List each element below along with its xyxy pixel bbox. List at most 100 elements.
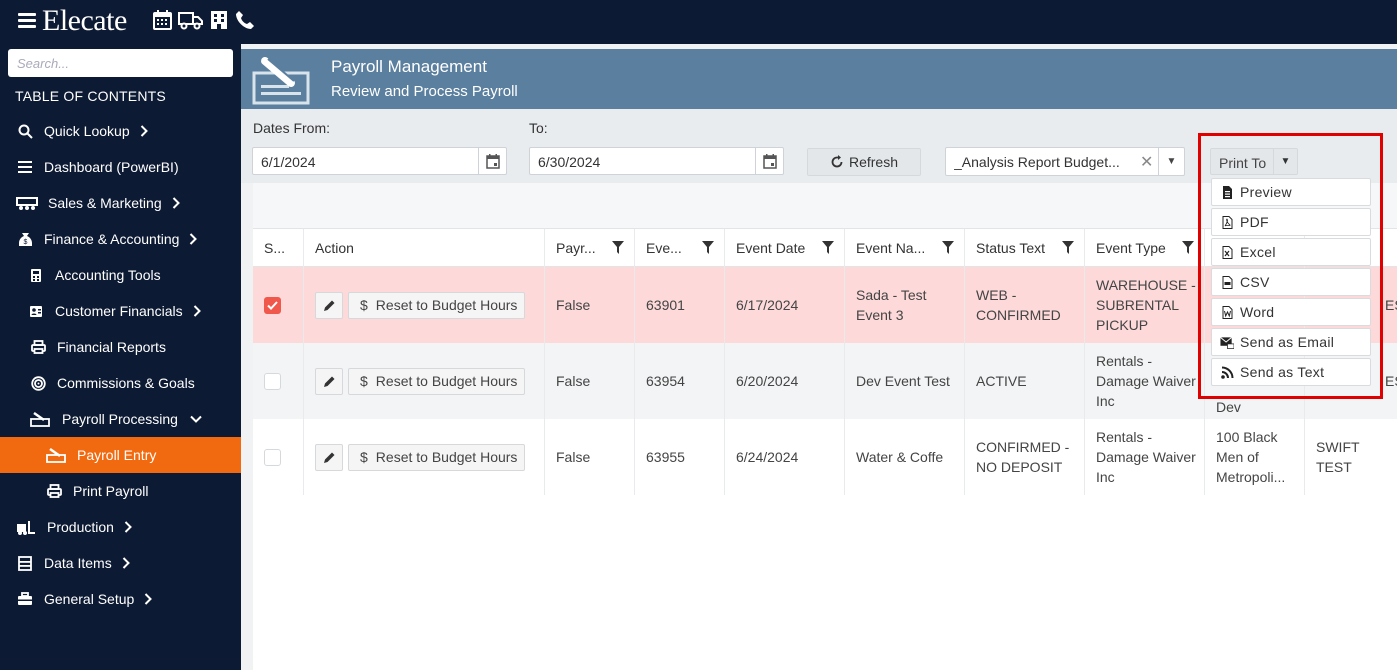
sidebar-item-financial-reports[interactable]: Financial Reports [0, 329, 241, 365]
cell-event-date: 6/17/2024 [725, 267, 845, 343]
hamburger-menu-icon[interactable] [18, 13, 36, 29]
cell-customer: 100 Black Men of Metropoli... [1205, 419, 1305, 495]
chevron-right-icon [124, 521, 132, 533]
sidebar-item-payroll-entry[interactable]: Payroll Entry [0, 437, 241, 473]
print-to-label: Print To [1219, 155, 1267, 171]
page-title: Payroll Management [331, 57, 487, 76]
date-to-field[interactable]: 6/30/2024 [529, 147, 784, 175]
refresh-button[interactable]: Refresh [807, 148, 921, 176]
filter-icon[interactable] [1062, 241, 1074, 254]
grid-header-row: S... Action Payr... Eve... Event Date Ev… [253, 229, 1397, 267]
sidebar-item-label: Data Items [44, 555, 112, 571]
column-header-event-no[interactable]: Eve... [635, 229, 725, 267]
menu-item-csv[interactable]: CSV [1211, 268, 1371, 296]
filter-icon[interactable] [702, 241, 714, 254]
target-icon [28, 375, 48, 391]
top-bar: Elecate [0, 0, 1397, 44]
dollar-icon: $ [360, 373, 368, 389]
row-checkbox[interactable] [264, 448, 281, 466]
menu-item-send-email[interactable]: Send as Email [1211, 328, 1371, 356]
sidebar-item-dashboard[interactable]: Dashboard (PowerBI) [0, 149, 241, 185]
filter-bar: Dates From: 6/1/2024 To: 6/30/2024 Refre… [241, 109, 1397, 183]
cell-status-text: WEB - CONFIRMED [965, 267, 1085, 343]
sidebar-item-production[interactable]: Production [0, 509, 241, 545]
toolbox-icon [15, 591, 35, 607]
menu-item-preview[interactable]: Preview [1211, 178, 1371, 206]
calendar-picker-icon[interactable] [755, 148, 783, 174]
menu-item-word[interactable]: Word [1211, 298, 1371, 326]
filter-icon[interactable] [822, 241, 834, 254]
rss-icon [1220, 365, 1234, 379]
sidebar-item-commissions-goals[interactable]: Commissions & Goals [0, 365, 241, 401]
date-from-field[interactable]: 6/1/2024 [252, 147, 507, 175]
phone-icon[interactable] [235, 10, 255, 30]
sidebar-item-finance-accounting[interactable]: $ Finance & Accounting [0, 221, 241, 257]
edit-button[interactable] [315, 367, 343, 395]
printer-icon [44, 483, 64, 499]
filter-icon[interactable] [612, 241, 624, 254]
row-checkbox[interactable] [264, 296, 281, 314]
search-icon [15, 123, 35, 139]
truck-icon[interactable] [178, 10, 203, 30]
edit-button[interactable] [315, 291, 343, 319]
sidebar-item-payroll-processing[interactable]: Payroll Processing [0, 401, 241, 437]
brand-logo[interactable]: Elecate [42, 4, 127, 37]
cell-event-name: Sada - Test Event 3 [845, 267, 965, 343]
sidebar-item-sales-marketing[interactable]: Sales & Marketing [0, 185, 241, 221]
menu-item-pdf[interactable]: PDF [1211, 208, 1371, 236]
sidebar-item-label: Dashboard (PowerBI) [44, 159, 179, 175]
edit-button[interactable] [315, 443, 343, 471]
reset-budget-hours-button[interactable]: $ Reset to Budget Hours [348, 443, 526, 471]
table-row[interactable]: $ Reset to Budget Hours False 63901 6/17/… [253, 267, 1397, 343]
sidebar-item-accounting-tools[interactable]: Accounting Tools [0, 257, 241, 293]
row-checkbox[interactable] [264, 372, 281, 390]
cell-payroll: False [545, 419, 635, 495]
row-action-cell: $ Reset to Budget Hours [304, 267, 545, 343]
database-icon [15, 555, 35, 571]
svg-text:$: $ [23, 239, 27, 246]
row-select-cell [253, 419, 304, 495]
column-header-select[interactable]: S... [253, 229, 304, 267]
sidebar-item-print-payroll[interactable]: Print Payroll [0, 473, 241, 509]
page-subtitle: Review and Process Payroll [331, 83, 518, 100]
csv-icon [1220, 275, 1234, 289]
chevron-right-icon [189, 233, 198, 245]
dropdown-arrow-icon[interactable]: ▼ [1273, 149, 1297, 174]
cell-event-name: Water & Coffe [845, 419, 965, 495]
column-header-status-text[interactable]: Status Text [965, 229, 1085, 267]
sidebar-item-customer-financials[interactable]: Customer Financials [0, 293, 241, 329]
column-header-action[interactable]: Action [304, 229, 545, 267]
reset-budget-hours-button[interactable]: $ Reset to Budget Hours [348, 291, 526, 319]
chevron-right-icon [172, 197, 180, 209]
cell-payroll: False [545, 343, 635, 419]
calendar-picker-icon[interactable] [478, 148, 506, 174]
report-selector[interactable]: _Analysis Report Budget... ✕ ▼ [945, 147, 1185, 176]
menu-item-excel[interactable]: Excel [1211, 238, 1371, 266]
building-icon[interactable] [209, 10, 229, 30]
filter-icon[interactable] [942, 241, 954, 254]
sidebar-item-data-items[interactable]: Data Items [0, 545, 241, 581]
menu-item-send-text[interactable]: Send as Text [1211, 358, 1371, 386]
table-row[interactable]: $ Reset to Budget Hours False 63955 6/24/… [253, 419, 1397, 495]
column-header-payroll[interactable]: Payr... [545, 229, 635, 267]
clear-icon[interactable]: ✕ [1140, 154, 1154, 171]
search-input[interactable] [8, 49, 233, 77]
dollar-icon: $ [360, 297, 368, 313]
sidebar-item-quick-lookup[interactable]: Quick Lookup [0, 113, 241, 149]
column-header-event-type[interactable]: Event Type [1085, 229, 1205, 267]
payroll-header-icon [252, 57, 310, 105]
print-to-button[interactable]: Print To ▼ [1210, 148, 1298, 175]
id-card-icon [26, 303, 46, 319]
sidebar-item-label: Customer Financials [55, 303, 183, 319]
column-header-event-date[interactable]: Event Date [725, 229, 845, 267]
dropdown-arrow-icon[interactable]: ▼ [1158, 148, 1184, 175]
pencil-icon [323, 300, 334, 311]
table-row[interactable]: $ Reset to Budget Hours False 63954 6/20/… [253, 343, 1397, 419]
filter-icon[interactable] [1182, 241, 1194, 254]
reset-budget-hours-button[interactable]: $ Reset to Budget Hours [348, 367, 526, 395]
printer-icon [28, 339, 48, 355]
calendar-icon[interactable] [153, 10, 172, 30]
cell-payroll: False [545, 267, 635, 343]
column-header-event-name[interactable]: Event Na... [845, 229, 965, 267]
sidebar-item-general-setup[interactable]: General Setup [0, 581, 241, 617]
